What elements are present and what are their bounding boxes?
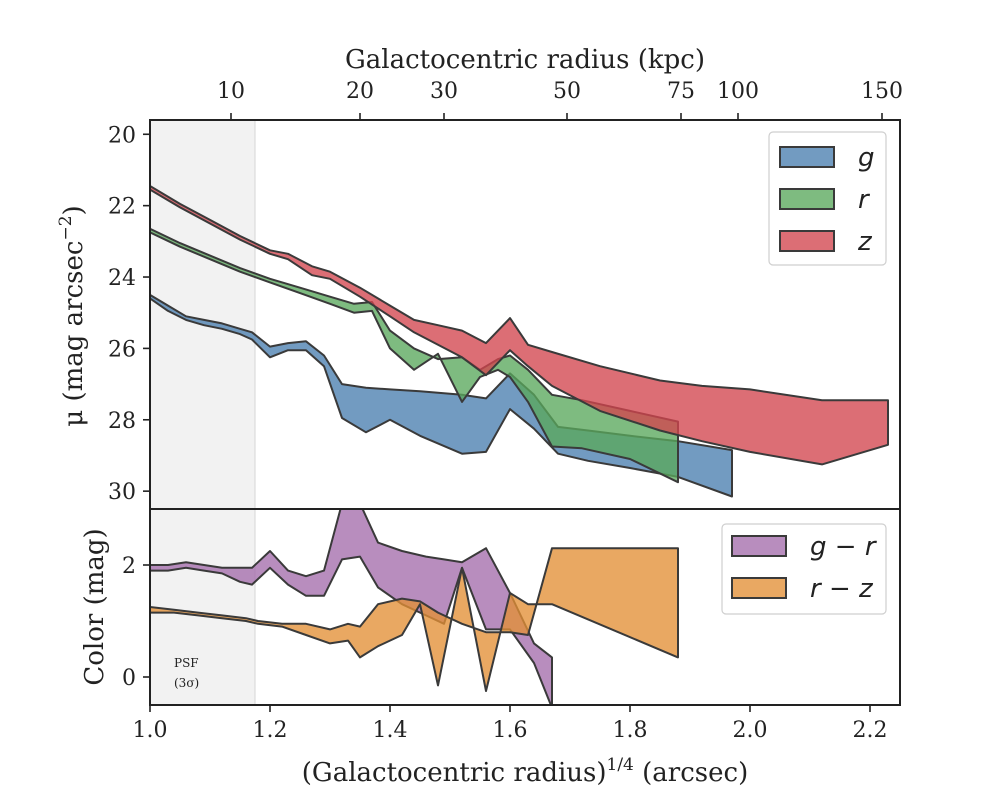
x-axis-label-main: (Galactocentric radius) bbox=[302, 758, 607, 788]
legend-label-0: g − r bbox=[810, 532, 878, 562]
psf-region-lower bbox=[150, 509, 255, 705]
top-tick-label: 10 bbox=[217, 79, 245, 104]
upper-panel-series bbox=[150, 185, 889, 498]
psf-region-upper bbox=[150, 120, 255, 509]
lower-legend: g − r r − z bbox=[721, 523, 887, 615]
legend-swatch-2 bbox=[779, 230, 835, 252]
upper-y-tick-label: 20 bbox=[108, 123, 136, 148]
lower-band-0 bbox=[150, 509, 553, 705]
upper-band-1 bbox=[150, 227, 679, 484]
top-axis-label: Galactocentric radius (kpc) bbox=[345, 45, 705, 75]
top-tick-label: 100 bbox=[717, 79, 759, 104]
legend-swatch-0 bbox=[731, 535, 787, 557]
x-tick-label: 2.2 bbox=[853, 718, 888, 743]
upper-y-axis-label-main: μ (mag arcsec bbox=[59, 241, 89, 427]
legend-swatch-0 bbox=[779, 146, 835, 168]
psf-sigma-label: (3σ) bbox=[174, 676, 199, 690]
x-tick-label: 1.4 bbox=[373, 718, 408, 743]
upper-y-axis-label: μ (mag arcsec−2) bbox=[56, 205, 89, 426]
legend-label-2: z bbox=[857, 227, 873, 257]
x-tick-label: 1.2 bbox=[253, 718, 288, 743]
upper-y-tick-label: 22 bbox=[108, 195, 136, 220]
x-tick-label: 2.0 bbox=[733, 718, 768, 743]
lower-y-axis-label: Color (mag) bbox=[80, 528, 110, 685]
legend-swatch-1 bbox=[731, 577, 787, 599]
top-tick-label: 50 bbox=[553, 79, 581, 104]
psf-label: PSF bbox=[174, 656, 199, 670]
upper-legend: grz bbox=[768, 131, 887, 266]
legend-label-0: g bbox=[858, 143, 875, 173]
top-tick-label: 20 bbox=[346, 79, 374, 104]
upper-y-tick-label: 30 bbox=[108, 480, 136, 505]
lower-y-tick-label: 2 bbox=[122, 554, 136, 579]
upper-y-tick-label: 24 bbox=[108, 266, 136, 291]
upper-y-tick-label: 28 bbox=[108, 409, 136, 434]
x-axis-label-exponent: 1/4 bbox=[607, 755, 634, 775]
x-tick-label: 1.6 bbox=[493, 718, 528, 743]
legend-swatch-1 bbox=[779, 188, 835, 210]
lower-y-tick-label: 0 bbox=[122, 666, 136, 691]
x-tick-label: 1.0 bbox=[133, 718, 168, 743]
upper-y-axis-label-exponent: −2 bbox=[56, 215, 76, 240]
top-tick-label: 150 bbox=[861, 79, 903, 104]
lower-panel-series bbox=[150, 509, 679, 705]
upper-band-2 bbox=[150, 185, 889, 466]
axis-ticks: 1.0 1.2 1.4 1.6 1.8 2.0 2.210 20 30 50 75 100 150202… bbox=[108, 79, 903, 743]
legend-label-1: r − z bbox=[810, 574, 874, 604]
upper-y-axis-label-suffix: ) bbox=[59, 205, 89, 215]
x-axis-label-unit: (arcsec) bbox=[634, 758, 748, 788]
x-axis-label: (Galactocentric radius)1/4 (arcsec) bbox=[302, 755, 748, 788]
x-tick-label: 1.8 bbox=[613, 718, 648, 743]
top-tick-label: 75 bbox=[667, 79, 695, 104]
upper-y-tick-label: 26 bbox=[108, 337, 136, 362]
lower-panel-frame bbox=[149, 508, 901, 706]
legend-label-1: r bbox=[858, 185, 871, 215]
top-tick-label: 30 bbox=[430, 79, 458, 104]
lower-band-1 bbox=[150, 547, 679, 692]
